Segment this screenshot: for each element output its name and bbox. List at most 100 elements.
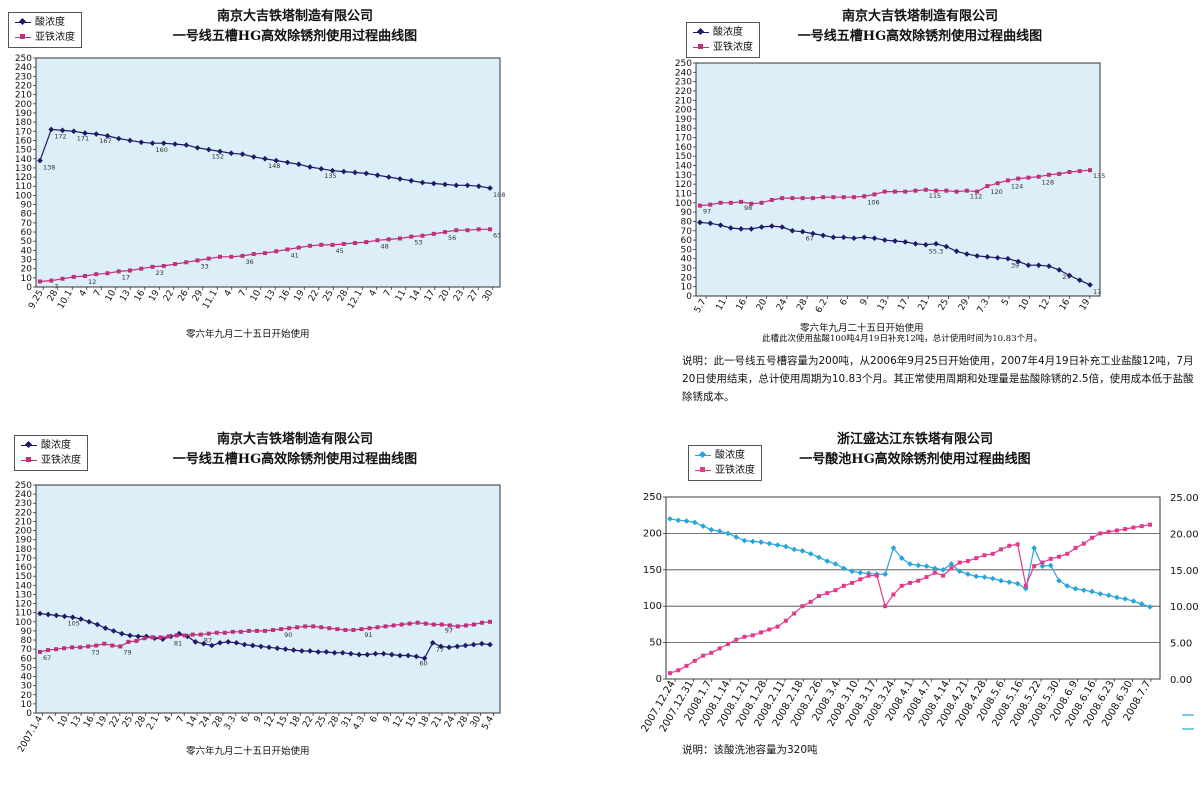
x-tick-label: 7	[382, 289, 394, 299]
data-point-iron	[335, 627, 340, 632]
data-label: 138	[43, 164, 55, 172]
data-point-acid	[295, 161, 302, 168]
data-point-iron	[974, 556, 979, 561]
data-point-acid	[816, 554, 822, 561]
chart-1-subtitle: 一号线五槽HG高效除锈剂使用过程曲线图	[172, 29, 418, 44]
data-point-acid	[892, 238, 898, 244]
data-label: 39	[1011, 262, 1019, 270]
data-point-acid	[453, 182, 460, 189]
data-label: 7	[54, 283, 58, 291]
data-point-acid	[1072, 585, 1079, 592]
data-label: 108	[493, 191, 505, 199]
data-point-iron	[319, 242, 324, 247]
y-tick-label: 140	[675, 162, 692, 172]
data-point-iron	[150, 635, 155, 640]
data-point-acid	[323, 649, 330, 655]
data-point-acid	[912, 240, 919, 247]
y-tick-label: 230	[15, 72, 32, 82]
y2-tick-label: 10.00	[1170, 602, 1199, 613]
x-tick-label: 16	[278, 288, 293, 303]
data-point-iron	[351, 628, 356, 633]
data-point-iron	[386, 237, 391, 242]
y-tick-label: 110	[675, 189, 692, 199]
data-point-iron	[353, 241, 357, 246]
data-point-acid	[871, 235, 878, 242]
data-point-acid	[758, 539, 764, 545]
x-tick-label: 22	[162, 289, 176, 304]
chart-1-xcaption: 零六年九月二十五日开始使用	[186, 329, 310, 340]
y-tick-label: 180	[15, 118, 32, 128]
data-point-iron	[866, 573, 871, 578]
y-tick-label: 250	[675, 59, 692, 69]
data-point-acid	[104, 133, 111, 139]
data-point-acid	[118, 630, 125, 637]
data-point-iron	[739, 199, 744, 204]
x-tick-label: 25	[321, 289, 335, 304]
y-tick-label: 50	[21, 663, 33, 673]
x-tick-label: 13	[263, 289, 277, 304]
legend-acid: 酸浓度	[713, 27, 743, 38]
x-tick-label: 6	[369, 714, 381, 724]
data-point-iron	[800, 604, 805, 609]
x-tick-label: 14	[408, 288, 423, 303]
data-point-iron	[742, 634, 747, 639]
data-label: 115	[929, 192, 941, 200]
data-label: 48	[381, 242, 389, 250]
data-point-iron	[862, 194, 867, 199]
data-point-iron	[173, 262, 177, 267]
x-tick-label: 29	[957, 297, 972, 312]
y-tick-label: 110	[15, 182, 32, 192]
x-tick-label: 17	[896, 298, 910, 313]
data-label: 60	[419, 659, 427, 667]
data-point-iron	[858, 577, 863, 582]
chart-panel-4: 0 50 100 150 200 250 0.00 5.00 10.00 15.00 20.00 25…	[610, 425, 1200, 800]
y-tick-label: 90	[21, 627, 33, 637]
data-point-acid	[262, 155, 268, 162]
data-point-iron	[479, 620, 484, 625]
data-point-acid	[769, 223, 775, 229]
data-point-iron	[759, 200, 764, 205]
x-tick-label: 5.4	[480, 714, 496, 732]
data-point-acid	[943, 243, 950, 250]
data-point-iron	[1081, 541, 1086, 546]
data-point-acid	[1047, 562, 1054, 569]
data-point-iron	[808, 599, 813, 604]
data-point-acid	[989, 575, 996, 582]
y-tick-label: 190	[15, 109, 32, 119]
data-label: 91	[364, 631, 372, 639]
data-label: 120	[990, 188, 1002, 196]
x-tick-label: 13	[118, 289, 132, 304]
data-point-iron	[749, 201, 754, 206]
data-point-iron	[454, 228, 459, 233]
data-point-iron	[158, 635, 163, 640]
data-point-acid	[397, 176, 403, 182]
y-tick-label: 50	[681, 245, 693, 255]
chart-4-title: 浙江盛达江东铁塔有限公司	[836, 432, 993, 447]
data-point-iron	[409, 234, 414, 239]
data-point-acid	[82, 130, 88, 136]
data-point-iron	[676, 668, 681, 673]
x-tick-label: 25	[314, 715, 328, 730]
data-point-iron	[1090, 535, 1095, 540]
data-point-acid	[933, 240, 939, 247]
data-point-acid	[882, 571, 889, 577]
data-point-acid	[748, 226, 755, 232]
data-point-iron	[174, 633, 179, 638]
x-tick-label: 7	[92, 289, 104, 299]
data-point-acid	[487, 185, 493, 191]
data-point-iron	[767, 627, 772, 632]
data-point-acid	[419, 179, 426, 186]
data-point-acid	[266, 644, 272, 651]
data-point-iron	[1048, 556, 1053, 561]
data-point-acid	[70, 128, 77, 135]
data-point-iron	[118, 644, 123, 649]
x-tick-label: 31	[340, 715, 354, 730]
x-tick-label: 2007.1.4	[16, 714, 45, 754]
data-point-iron	[891, 592, 896, 597]
data-point-iron	[431, 231, 436, 236]
data-label: 135	[324, 172, 336, 180]
chart-2-subtitle: 一号线五槽HG高效除锈剂使用过程曲线图	[797, 29, 1043, 44]
data-point-iron	[924, 575, 929, 580]
data-point-iron	[184, 260, 189, 265]
data-point-acid	[172, 141, 178, 147]
